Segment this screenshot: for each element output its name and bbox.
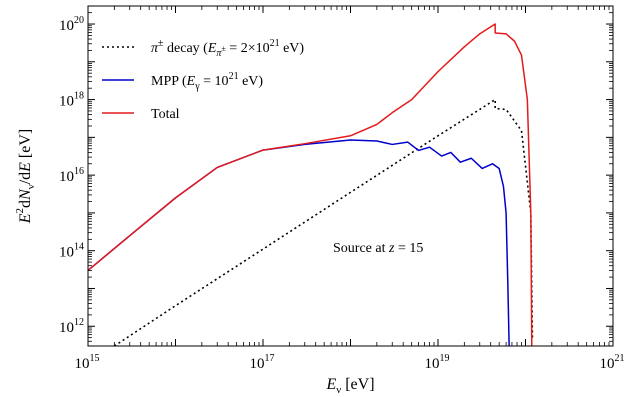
- annotation-source: Source at z = 15: [333, 241, 423, 256]
- axis-ticks: [87, 5, 614, 347]
- x-tick-label: 1019: [425, 353, 450, 372]
- x-tick-label: 1015: [75, 353, 100, 372]
- legend-label: π± decay (Eπ± = 2×1021 eV): [151, 38, 304, 59]
- legend: π± decay (Eπ± = 2×1021 eV) MPP (Eγ = 1021…: [102, 38, 304, 122]
- plot-frame: [87, 5, 614, 347]
- series-line-pion-decay: [113, 98, 534, 346]
- x-axis-label: Eν [eV]: [325, 376, 374, 396]
- y-axis-label: E2dNν/dE [eV]: [14, 129, 37, 224]
- legend-label: Total: [151, 107, 180, 122]
- plot-area: [88, 23, 534, 346]
- x-tick-label: 1017: [250, 353, 275, 372]
- x-tick-label: 1021: [600, 353, 625, 372]
- y-tick-label: 1014: [59, 242, 84, 261]
- y-tick-label: 1016: [59, 166, 84, 185]
- tick-labels: 1015 1017 1019 1021 1012 1014 1016 1018 1020: [59, 15, 625, 372]
- y-tick-label: 1018: [59, 91, 84, 110]
- y-tick-label: 1020: [59, 15, 84, 34]
- y-tick-label: 1012: [59, 317, 84, 336]
- legend-label: MPP (Eγ = 1021 eV): [151, 71, 263, 92]
- series-line-total: [88, 23, 533, 346]
